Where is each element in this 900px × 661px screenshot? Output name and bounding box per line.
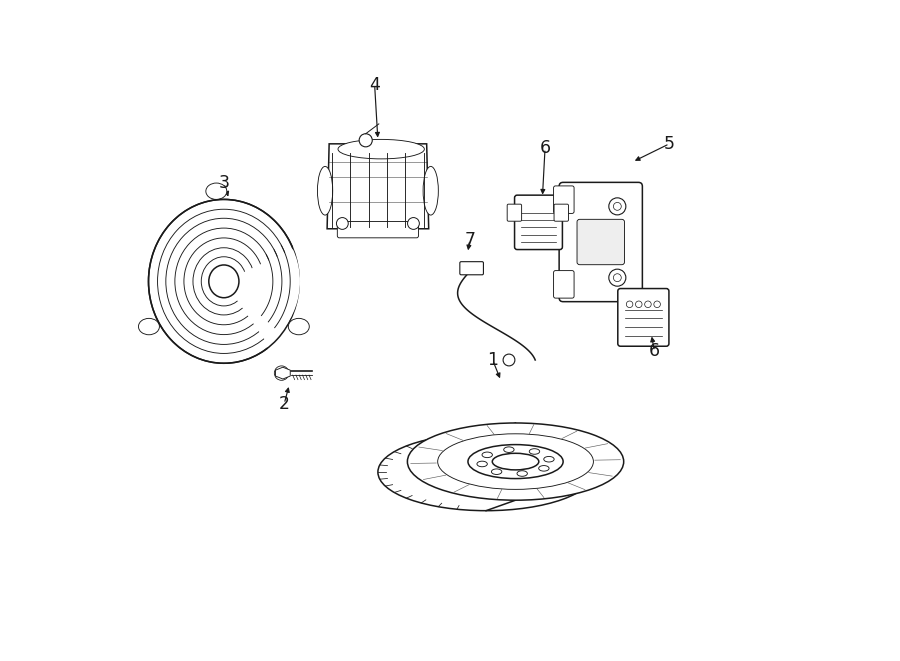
Ellipse shape	[482, 452, 492, 457]
Ellipse shape	[477, 461, 487, 467]
Ellipse shape	[338, 139, 425, 159]
Text: 1: 1	[487, 351, 498, 369]
Polygon shape	[275, 368, 290, 379]
Text: 4: 4	[369, 76, 380, 94]
Circle shape	[626, 301, 633, 307]
FancyBboxPatch shape	[508, 204, 522, 221]
FancyBboxPatch shape	[559, 182, 643, 301]
Text: 7: 7	[464, 231, 475, 249]
Circle shape	[608, 198, 626, 215]
Text: 2: 2	[279, 395, 290, 413]
FancyBboxPatch shape	[515, 195, 562, 250]
Text: 5: 5	[664, 135, 675, 153]
Circle shape	[635, 301, 642, 307]
Ellipse shape	[544, 457, 554, 462]
Wedge shape	[224, 249, 300, 344]
FancyBboxPatch shape	[460, 262, 483, 275]
Ellipse shape	[492, 453, 539, 470]
Circle shape	[644, 301, 652, 307]
FancyBboxPatch shape	[577, 219, 625, 264]
Ellipse shape	[288, 319, 310, 334]
Ellipse shape	[517, 471, 527, 477]
Ellipse shape	[423, 167, 438, 215]
Ellipse shape	[209, 265, 238, 297]
Circle shape	[337, 217, 348, 229]
FancyBboxPatch shape	[554, 270, 574, 298]
Ellipse shape	[491, 469, 502, 475]
FancyBboxPatch shape	[554, 186, 574, 214]
Circle shape	[359, 134, 373, 147]
FancyBboxPatch shape	[617, 289, 669, 346]
Circle shape	[608, 269, 626, 286]
FancyBboxPatch shape	[554, 204, 569, 221]
Ellipse shape	[539, 465, 549, 471]
Circle shape	[274, 366, 289, 380]
FancyBboxPatch shape	[338, 221, 418, 238]
Ellipse shape	[206, 183, 227, 200]
Ellipse shape	[529, 449, 540, 454]
Text: 6: 6	[649, 342, 660, 360]
Ellipse shape	[408, 423, 624, 500]
Text: 6: 6	[539, 139, 551, 157]
Circle shape	[653, 301, 661, 307]
Text: 3: 3	[219, 174, 230, 192]
Ellipse shape	[504, 447, 514, 452]
Polygon shape	[327, 144, 428, 229]
Ellipse shape	[148, 200, 299, 364]
Ellipse shape	[468, 445, 563, 479]
Ellipse shape	[378, 434, 594, 511]
Circle shape	[503, 354, 515, 366]
Ellipse shape	[318, 167, 333, 215]
Circle shape	[408, 217, 419, 229]
Ellipse shape	[139, 319, 159, 334]
